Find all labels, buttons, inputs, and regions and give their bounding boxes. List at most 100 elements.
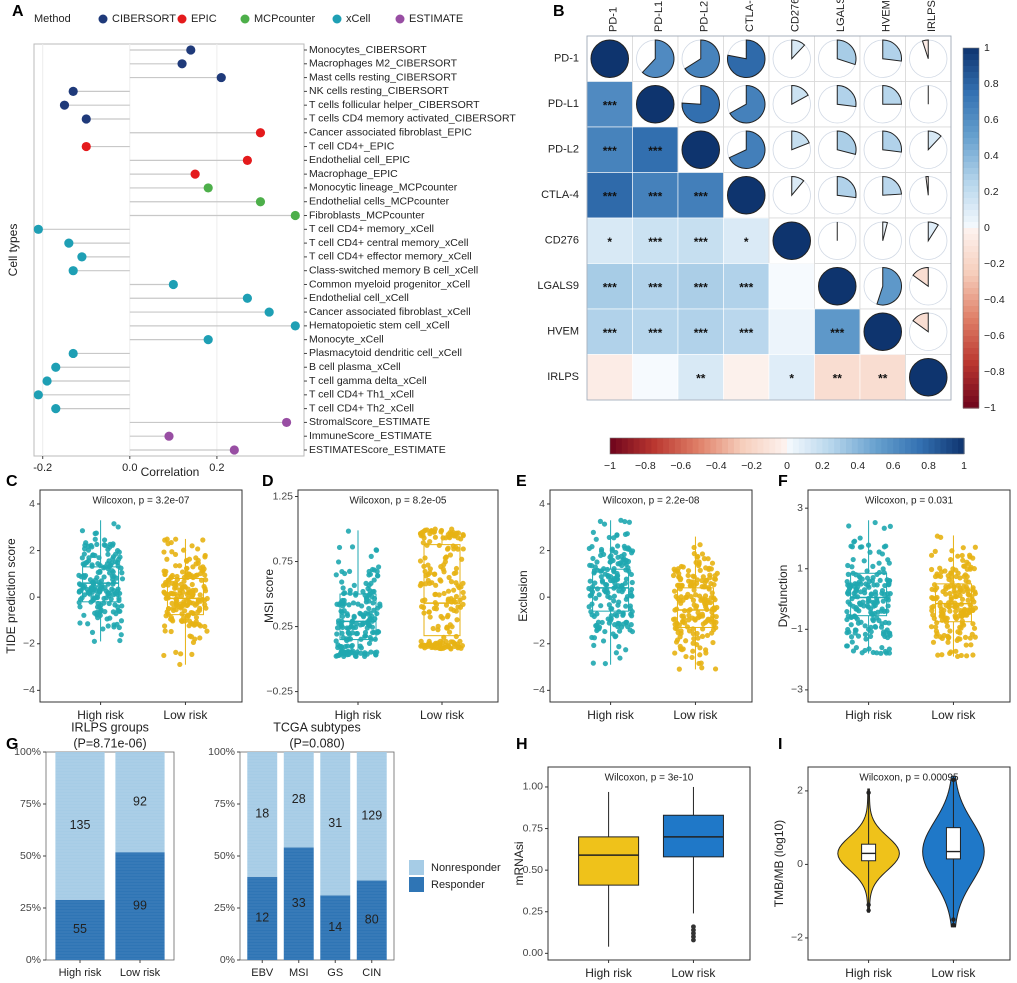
data-point bbox=[886, 580, 892, 586]
data-point bbox=[878, 650, 884, 656]
data-point bbox=[110, 541, 116, 547]
data-point bbox=[870, 574, 876, 581]
y-tick-label: T cell CD4+ Th1_xCell bbox=[309, 389, 414, 401]
data-point bbox=[193, 587, 199, 593]
data-point bbox=[960, 588, 967, 595]
panel-title: IRLPS groups bbox=[71, 720, 149, 734]
data-point bbox=[928, 566, 935, 573]
column-label: CD276 bbox=[790, 0, 802, 32]
data-point bbox=[864, 575, 871, 581]
lollipop-point bbox=[81, 114, 91, 124]
data-point bbox=[193, 572, 199, 579]
colorbar-segment bbox=[963, 108, 979, 115]
data-point bbox=[844, 643, 850, 649]
data-point bbox=[169, 549, 175, 555]
data-point bbox=[931, 615, 937, 621]
colorbar-segment bbox=[963, 114, 979, 121]
data-point bbox=[623, 647, 629, 653]
panel-label: D bbox=[262, 473, 274, 490]
y-tick-label: T cell CD4+_EPIC bbox=[309, 140, 395, 152]
data-point bbox=[699, 577, 705, 584]
data-point bbox=[197, 592, 203, 598]
y-tick-label: 4 bbox=[539, 498, 545, 510]
data-point bbox=[603, 588, 609, 595]
data-point bbox=[173, 536, 179, 542]
colorbar-segment bbox=[963, 372, 979, 379]
data-point bbox=[184, 614, 190, 621]
heat-cell bbox=[677, 354, 724, 401]
data-point bbox=[677, 643, 683, 649]
data-point bbox=[853, 587, 859, 593]
lollipop-point bbox=[255, 128, 266, 138]
lollipop-point bbox=[33, 390, 43, 400]
data-point bbox=[609, 548, 615, 554]
data-point bbox=[351, 582, 357, 588]
data-point bbox=[697, 542, 703, 548]
legend-swatch-nonresponder bbox=[409, 860, 424, 875]
lollipop-point bbox=[81, 141, 91, 152]
data-point bbox=[702, 619, 708, 626]
pie-slice bbox=[727, 176, 766, 215]
data-point bbox=[345, 528, 352, 534]
data-point bbox=[431, 605, 437, 611]
data-point bbox=[349, 544, 356, 550]
data-point bbox=[695, 610, 701, 616]
data-point bbox=[94, 541, 100, 548]
lollipop-point bbox=[164, 431, 174, 441]
pie-slice bbox=[863, 312, 902, 351]
colorbar-tick-label: 0.8 bbox=[921, 460, 936, 472]
colorbar-segment bbox=[792, 438, 800, 454]
y-tick-label: Monocyte_xCell bbox=[309, 333, 384, 345]
data-point bbox=[89, 579, 96, 586]
heat-cell bbox=[586, 172, 633, 219]
data-point bbox=[607, 595, 613, 601]
data-point bbox=[426, 609, 432, 615]
colorbar-segment bbox=[963, 102, 979, 109]
bar-responder bbox=[55, 899, 105, 960]
x-tick-label: High risk bbox=[587, 708, 635, 722]
colorbar-segment bbox=[840, 438, 847, 454]
row-label: IRLPS bbox=[547, 371, 579, 383]
data-point bbox=[433, 582, 439, 588]
data-point bbox=[430, 625, 436, 632]
data-point bbox=[960, 545, 966, 551]
data-point bbox=[371, 577, 377, 583]
box bbox=[662, 814, 724, 858]
data-point bbox=[106, 590, 112, 596]
colorbar-segment bbox=[963, 198, 979, 205]
data-point bbox=[626, 519, 632, 525]
colorbar-segment bbox=[963, 204, 979, 211]
bar-value-label: 80 bbox=[365, 912, 379, 926]
data-point bbox=[119, 576, 126, 582]
data-point bbox=[588, 592, 595, 598]
pie-slice bbox=[882, 221, 889, 241]
y-tick-label: ImmuneScore_ESTIMATE bbox=[309, 430, 432, 442]
data-point bbox=[603, 582, 609, 588]
data-point bbox=[856, 573, 862, 580]
data-point bbox=[427, 538, 433, 545]
data-point bbox=[420, 643, 427, 649]
data-point bbox=[695, 635, 701, 641]
data-point bbox=[340, 649, 346, 655]
data-point bbox=[195, 560, 201, 566]
lollipop-point bbox=[203, 335, 213, 345]
data-point bbox=[939, 617, 945, 623]
data-point bbox=[366, 605, 372, 612]
data-point bbox=[866, 646, 872, 652]
data-point bbox=[671, 588, 678, 594]
data-point bbox=[119, 570, 125, 576]
colorbar-tick-label: 0.6 bbox=[886, 460, 901, 472]
data-point bbox=[855, 633, 862, 639]
bar-value-label: 55 bbox=[73, 922, 87, 936]
data-point bbox=[944, 615, 950, 621]
data-point bbox=[355, 601, 361, 607]
lollipop-point bbox=[264, 307, 274, 317]
row-label: CD276 bbox=[545, 235, 579, 247]
data-point bbox=[451, 570, 457, 577]
data-point bbox=[699, 551, 706, 557]
data-point bbox=[712, 666, 719, 672]
column-label: PD-L2 bbox=[699, 1, 711, 32]
lollipop-point bbox=[42, 376, 52, 386]
y-tick-label: NK cells resting_CIBERSORT bbox=[309, 85, 449, 97]
data-point bbox=[867, 633, 874, 640]
